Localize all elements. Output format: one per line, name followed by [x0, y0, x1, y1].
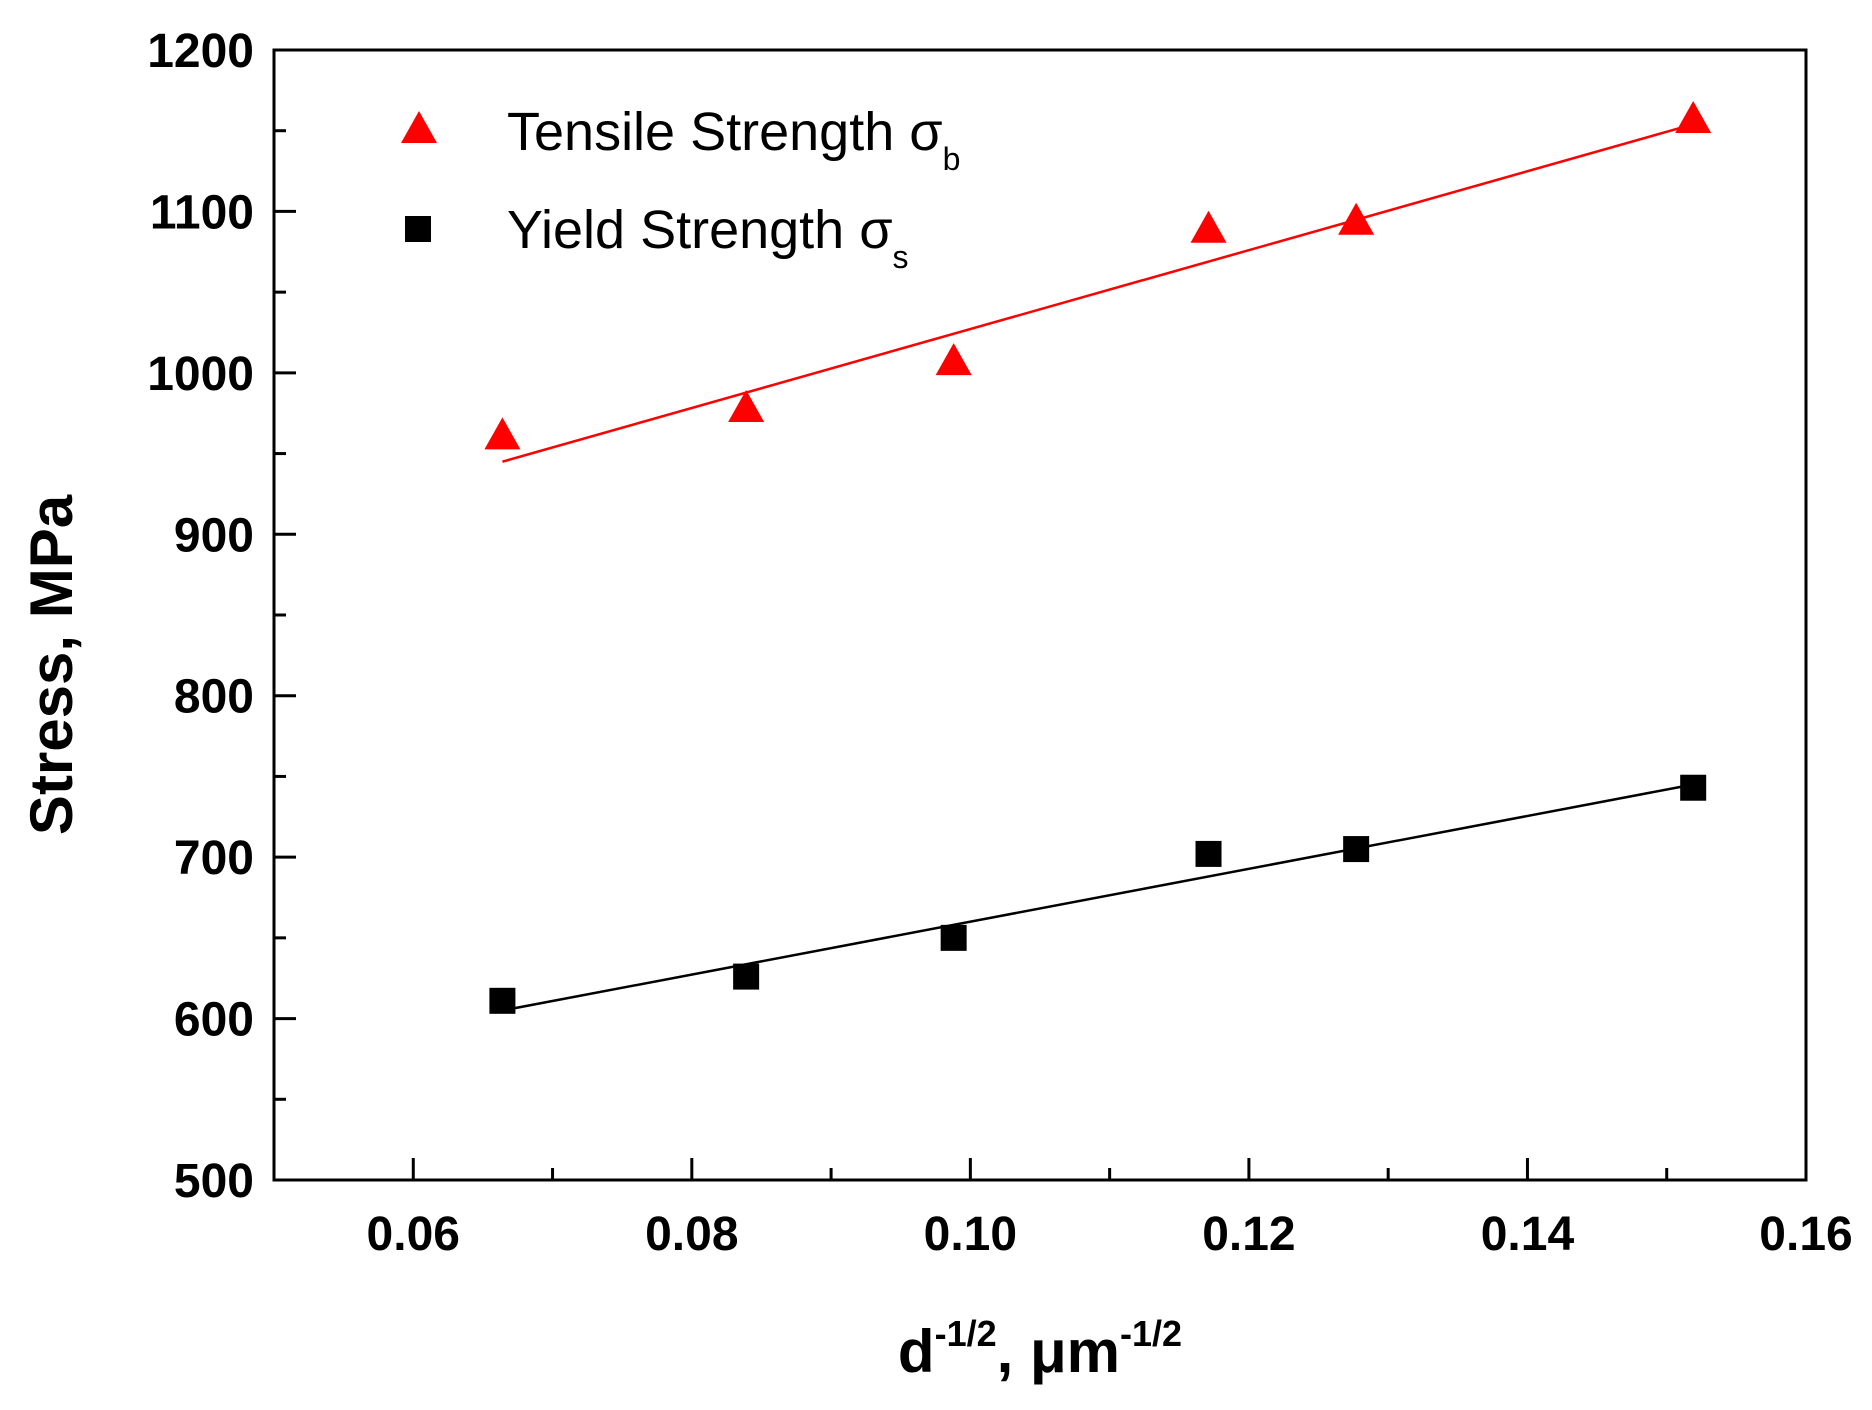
- x-tick-label: 0.14: [1481, 1208, 1575, 1261]
- triangle-marker: [484, 417, 521, 450]
- y-tick-label: 1000: [147, 348, 254, 401]
- x-tick-label: 0.10: [924, 1208, 1017, 1261]
- fit-line-series-0: [502, 123, 1694, 463]
- fit-line-series-1: [502, 783, 1694, 1012]
- tick-labels: 0.06 0.08 0.10 0.12 0.14 0.16 500 600 700 800 900 1…: [147, 25, 1852, 1261]
- y-tick-label: 700: [174, 832, 254, 885]
- y-tick-label: 600: [174, 994, 254, 1047]
- x-tick-label: 0.06: [367, 1208, 460, 1261]
- square-marker: [733, 963, 760, 990]
- x-axis-title-sup2: -1/2: [1120, 1313, 1182, 1354]
- triangle-marker: [1338, 202, 1375, 235]
- x-axis-title-sup: -1/2: [935, 1313, 997, 1354]
- data-markers: [484, 101, 1712, 1014]
- x-tick-label: 0.08: [645, 1208, 738, 1261]
- y-tick-label: 800: [174, 671, 254, 724]
- y-tick-label: 1100: [150, 186, 254, 239]
- triangle-marker: [1675, 101, 1712, 134]
- y-tick-label: 500: [174, 1155, 254, 1208]
- legend-yield-label: Yield Strength σs: [507, 200, 909, 275]
- square-marker: [1195, 840, 1222, 867]
- y-tick-label: 1200: [147, 25, 254, 78]
- axis-ticks: [272, 48, 1808, 1182]
- triangle-marker: [728, 389, 765, 422]
- x-axis-title-unit: , μm: [997, 1318, 1120, 1385]
- square-marker: [1343, 836, 1370, 863]
- legend-yield-sub: s: [893, 239, 909, 275]
- square-marker: [1680, 774, 1707, 801]
- square-marker: [940, 924, 967, 951]
- x-tick-label: 0.16: [1759, 1208, 1852, 1261]
- triangle-marker: [935, 343, 972, 376]
- x-axis-title: d-1/2, μm-1/2: [898, 1313, 1182, 1385]
- legend: Tensile Strength σb Yield Strength σs: [401, 102, 960, 275]
- legend-square-marker: [405, 216, 431, 242]
- x-axis-title-base: d: [898, 1318, 935, 1385]
- legend-yield-text: Yield Strength σ: [507, 200, 893, 260]
- legend-tensile-text: Tensile Strength σ: [507, 102, 943, 162]
- legend-tensile-sub: b: [943, 141, 961, 177]
- y-tick-label: 900: [174, 509, 254, 562]
- y-axis-title: Stress, MPa: [18, 494, 85, 835]
- legend-triangle-marker: [401, 111, 437, 143]
- legend-tensile-label: Tensile Strength σb: [507, 102, 960, 177]
- x-tick-label: 0.12: [1202, 1208, 1295, 1261]
- square-marker: [489, 987, 516, 1014]
- triangle-marker: [1190, 210, 1227, 243]
- fit-lines: [502, 123, 1694, 1012]
